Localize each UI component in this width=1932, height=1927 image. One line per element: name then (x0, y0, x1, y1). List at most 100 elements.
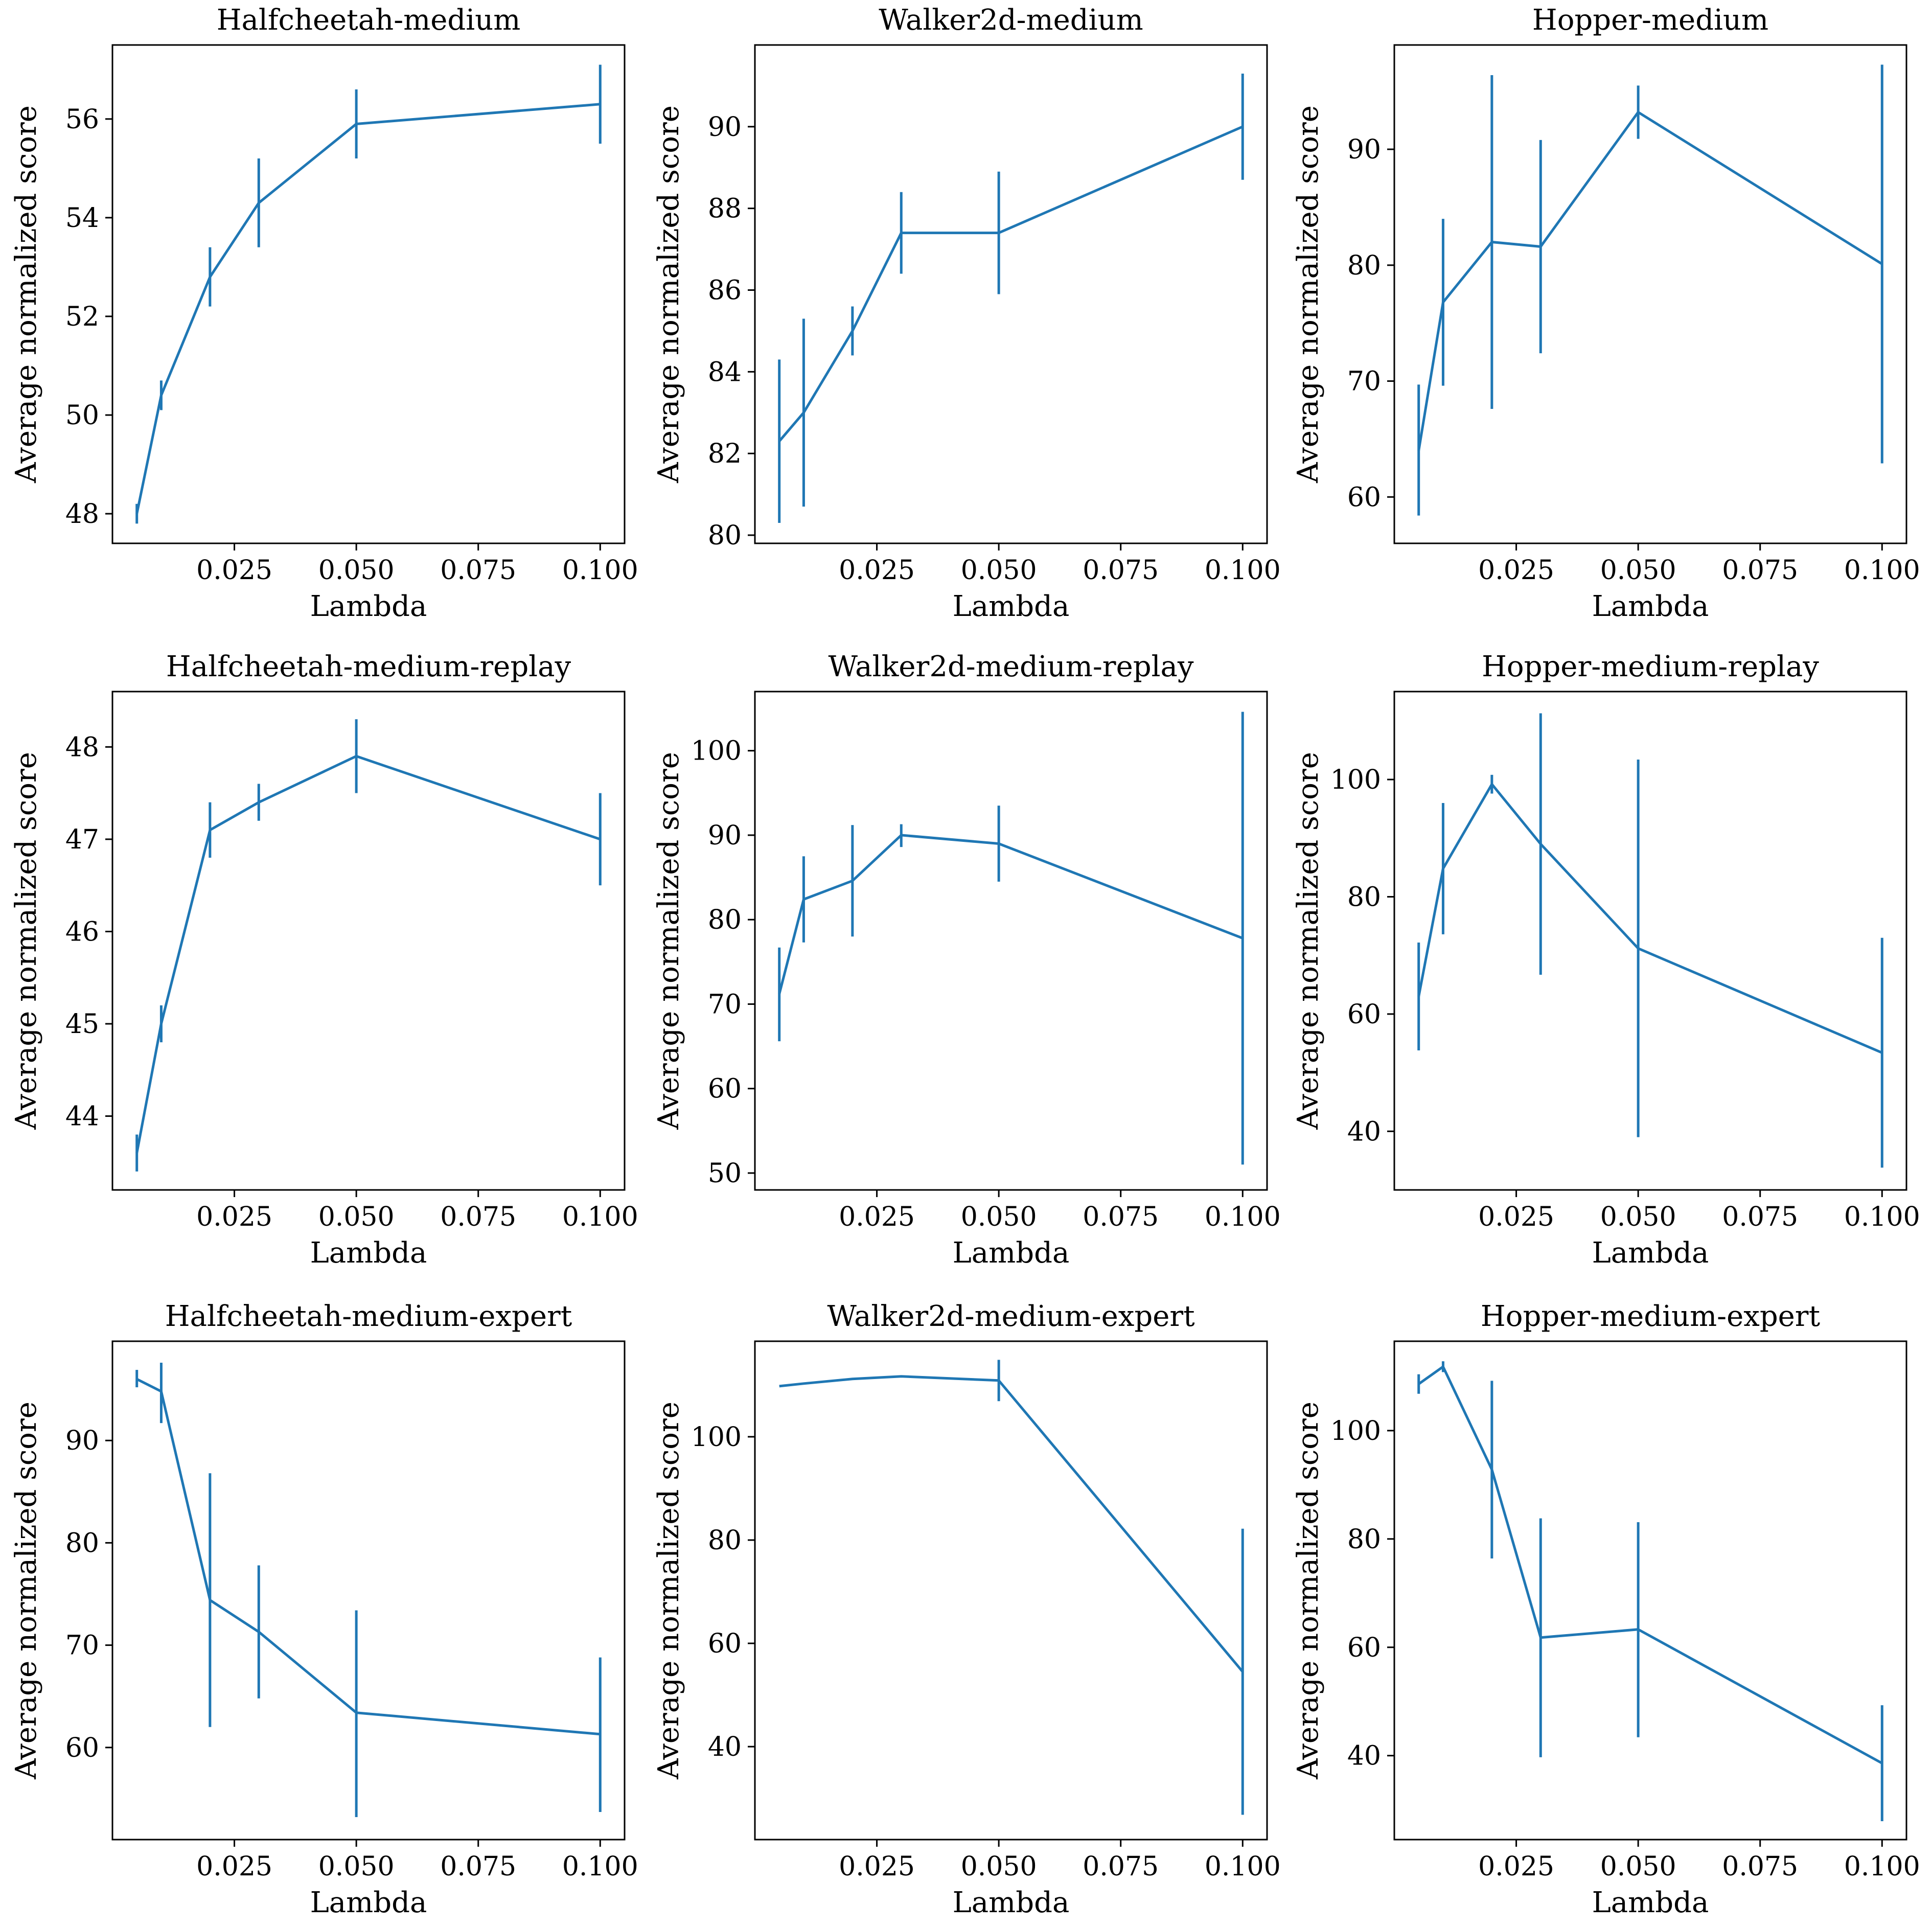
x-axis-label: Lambda (1592, 590, 1709, 623)
x-tick-label: 0.100 (1205, 1851, 1281, 1882)
y-tick-label: 90 (708, 112, 742, 143)
chart-title: Hopper-medium (1532, 4, 1768, 37)
x-tick-label: 0.025 (839, 1851, 915, 1882)
axes-frame (1393, 691, 1907, 1191)
series-line (1417, 111, 1883, 451)
y-tick-label: 82 (708, 439, 742, 469)
y-tick-label: 90 (708, 820, 742, 851)
y-tick-label: 70 (708, 989, 742, 1020)
x-tick-label: 0.075 (1083, 555, 1159, 586)
series-line (779, 1375, 1244, 1673)
chart-title: Hopper-medium-expert (1481, 1300, 1821, 1333)
series-line (1417, 783, 1883, 1054)
x-tick-label: 0.025 (1478, 1851, 1554, 1882)
x-tick-label: 0.075 (1722, 555, 1798, 586)
y-tick-label: 70 (65, 1631, 99, 1661)
y-tick-label: 80 (1347, 1524, 1381, 1555)
subplot-1: Halfcheetah-medium 0.025 0.050 0.075 0.100 48… (10, 4, 638, 623)
subplot-4: Halfcheetah-medium-replay 0.025 0.050 0.075… (10, 650, 638, 1270)
y-tick-label: 45 (65, 1009, 99, 1040)
chart-title: Halfcheetah-medium-expert (165, 1300, 572, 1333)
axes-frame (111, 44, 626, 544)
y-tick-label: 60 (65, 1733, 99, 1763)
subplot-9: Hopper-medium-expert 0.025 0.050 0.075 0.100… (1292, 1300, 1920, 1919)
x-axis-label: Lambda (310, 1886, 427, 1919)
x-tick-label: 0.025 (1478, 1202, 1554, 1232)
y-tick-label: 60 (1347, 1633, 1381, 1663)
x-tick-label: 0.100 (562, 1851, 638, 1882)
x-tick-label: 0.025 (839, 1202, 915, 1232)
x-tick-label: 0.050 (318, 555, 395, 586)
y-axis-label: Average normalized score (10, 752, 43, 1130)
x-tick-label: 0.075 (1722, 1202, 1798, 1232)
x-axis-label: Lambda (953, 590, 1070, 623)
y-tick-label: 47 (65, 824, 99, 855)
y-tick-label: 48 (65, 499, 99, 530)
x-tick-label: 0.075 (440, 1202, 516, 1232)
chart-title: Halfcheetah-medium (217, 4, 521, 37)
x-axis-label: Lambda (1592, 1236, 1709, 1270)
x-tick-label: 0.050 (1600, 1851, 1676, 1882)
y-tick-label: 100 (691, 736, 742, 767)
y-tick-label: 80 (708, 1525, 742, 1556)
y-tick-label: 52 (65, 302, 99, 332)
x-axis-label: Lambda (310, 590, 427, 623)
x-tick-label: 0.050 (961, 1851, 1037, 1882)
y-tick-label: 40 (1347, 1741, 1381, 1772)
y-tick-label: 60 (1347, 999, 1381, 1030)
chart-title: Hopper-medium-replay (1482, 650, 1819, 683)
y-tick-label: 50 (65, 400, 99, 431)
chart-title: Walker2d-medium-expert (827, 1300, 1195, 1333)
chart-title: Walker2d-medium (879, 4, 1143, 37)
x-tick-label: 0.025 (196, 555, 272, 586)
axes-frame (1393, 44, 1907, 544)
axes-frame (754, 44, 1268, 544)
y-tick-label: 100 (1330, 765, 1381, 795)
x-tick-label: 0.100 (1844, 1851, 1920, 1882)
x-axis-label: Lambda (953, 1886, 1070, 1919)
axes-frame (754, 691, 1268, 1191)
axes-frame (111, 691, 626, 1191)
y-tick-label: 80 (708, 520, 742, 551)
y-axis-label: Average normalized score (10, 105, 43, 484)
series-line (135, 103, 601, 514)
x-tick-label: 0.075 (1083, 1851, 1159, 1882)
y-axis-label: Average normalized score (1292, 752, 1325, 1130)
y-tick-label: 88 (708, 194, 742, 224)
x-tick-label: 0.075 (1083, 1202, 1159, 1232)
axes-frame (754, 1340, 1268, 1841)
subplot-7: Halfcheetah-medium-expert 0.025 0.050 0.075… (10, 1300, 638, 1919)
x-tick-label: 0.025 (196, 1202, 272, 1232)
y-tick-label: 56 (65, 104, 99, 135)
y-tick-label: 40 (1347, 1116, 1381, 1147)
y-tick-label: 90 (1347, 134, 1381, 165)
x-tick-label: 0.050 (961, 1202, 1037, 1232)
x-tick-label: 0.100 (562, 555, 638, 586)
y-tick-label: 80 (1347, 882, 1381, 912)
y-tick-label: 80 (708, 905, 742, 935)
series-line (778, 125, 1244, 442)
x-axis-label: Lambda (1592, 1886, 1709, 1919)
x-axis-label: Lambda (310, 1236, 427, 1270)
subplot-5: Walker2d-medium-replay 0.025 0.050 0.075 0.1… (652, 650, 1281, 1270)
subplot-8: Walker2d-medium-expert 0.025 0.050 0.075 0.1… (652, 1300, 1281, 1919)
x-tick-label: 0.075 (440, 1851, 516, 1882)
x-tick-label: 0.100 (1844, 1202, 1920, 1232)
series-line (135, 754, 601, 1154)
x-tick-label: 0.025 (196, 1851, 272, 1882)
x-tick-label: 0.075 (440, 555, 516, 586)
y-tick-label: 80 (1347, 250, 1381, 281)
x-tick-label: 0.025 (839, 555, 915, 586)
y-tick-label: 60 (708, 1628, 742, 1659)
y-tick-label: 50 (708, 1158, 742, 1189)
y-tick-label: 54 (65, 203, 99, 234)
y-tick-label: 46 (65, 916, 99, 947)
x-tick-label: 0.050 (1600, 555, 1676, 586)
y-tick-label: 44 (65, 1102, 99, 1132)
y-axis-label: Average normalized score (652, 752, 685, 1130)
subplot-6: Hopper-medium-replay 0.025 0.050 0.075 0.100… (1292, 650, 1920, 1270)
chart-title: Halfcheetah-medium-replay (166, 650, 571, 683)
series-line (136, 1378, 601, 1736)
